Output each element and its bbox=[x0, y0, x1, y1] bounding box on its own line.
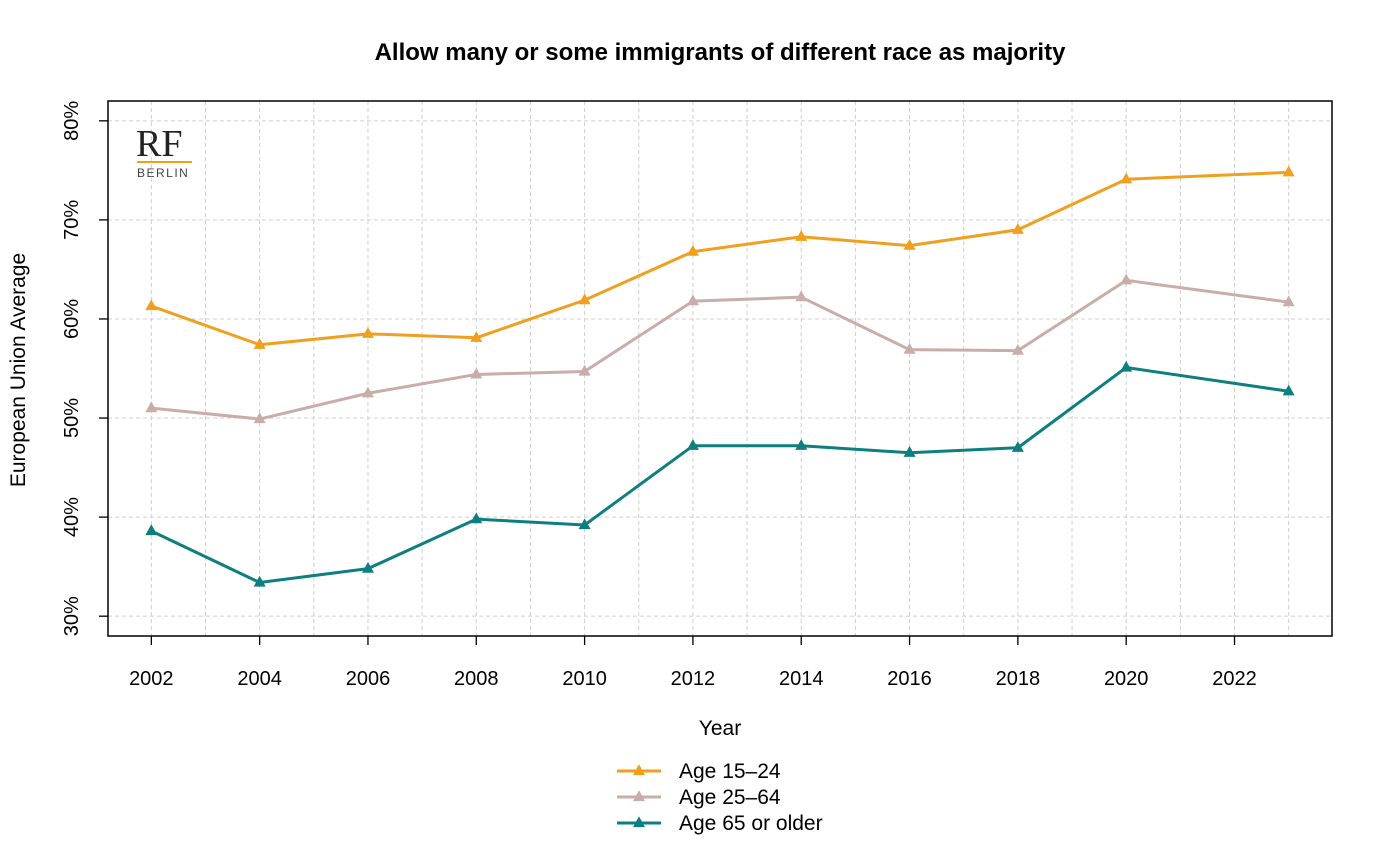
data-point bbox=[1011, 441, 1024, 452]
data-point bbox=[145, 299, 158, 311]
data-point bbox=[145, 401, 158, 413]
data-point bbox=[686, 294, 699, 306]
data-point bbox=[1011, 223, 1024, 234]
data-point bbox=[361, 561, 374, 573]
y-axis: 30% 40% 50% 60% 70% 80% bbox=[61, 101, 108, 636]
data-point bbox=[361, 327, 374, 338]
data-point bbox=[1120, 172, 1133, 184]
data-point bbox=[795, 439, 808, 450]
x-tick-label: 2020 bbox=[1104, 668, 1149, 690]
data-point bbox=[145, 524, 158, 536]
x-tick-label: 2014 bbox=[779, 668, 824, 690]
x-tick-label: 2018 bbox=[996, 668, 1041, 690]
data-point bbox=[578, 364, 591, 376]
legend-label: Age 25–64 bbox=[679, 786, 781, 809]
legend-swatch-marker bbox=[633, 790, 645, 802]
y-tick-label: 30% bbox=[61, 596, 83, 636]
x-tick-label: 2010 bbox=[562, 668, 607, 690]
y-tick-label: 60% bbox=[61, 299, 83, 339]
data-point bbox=[795, 230, 808, 241]
data-point bbox=[253, 575, 266, 587]
data-point bbox=[470, 331, 483, 342]
data-point bbox=[578, 293, 591, 305]
data-point bbox=[1120, 360, 1133, 372]
data-point bbox=[903, 238, 916, 250]
x-axis-label: Year bbox=[699, 717, 741, 740]
series-layer bbox=[145, 165, 1295, 587]
legend-label: Age 15–24 bbox=[679, 760, 781, 783]
y-tick-label: 80% bbox=[61, 101, 83, 141]
data-point bbox=[1011, 343, 1024, 355]
data-point bbox=[1282, 295, 1295, 307]
x-tick-label: 2012 bbox=[671, 668, 716, 690]
rf-berlin-logo: RF BERLIN bbox=[136, 123, 192, 180]
data-point bbox=[253, 412, 266, 424]
data-point bbox=[253, 338, 266, 349]
legend-swatch-marker bbox=[633, 816, 645, 828]
x-tick-label: 2006 bbox=[346, 668, 391, 690]
legend-label: Age 65 or older bbox=[679, 812, 823, 835]
logo-subtext: BERLIN bbox=[137, 166, 189, 180]
y-axis-label: European Union Average bbox=[7, 253, 30, 487]
data-point bbox=[361, 386, 374, 398]
x-tick-label: 2004 bbox=[237, 668, 282, 690]
legend-swatch-marker bbox=[633, 764, 645, 776]
data-point bbox=[1282, 165, 1295, 177]
data-point bbox=[1282, 384, 1295, 396]
y-tick-label: 70% bbox=[61, 200, 83, 240]
grid bbox=[108, 101, 1332, 636]
x-tick-label: 2022 bbox=[1212, 668, 1257, 690]
data-point bbox=[1120, 273, 1133, 285]
y-tick-label: 50% bbox=[61, 398, 83, 438]
logo-text: RF bbox=[136, 123, 182, 165]
data-point bbox=[686, 439, 699, 450]
data-point bbox=[903, 342, 916, 354]
x-tick-label: 2002 bbox=[129, 668, 174, 690]
x-tick-label: 2008 bbox=[454, 668, 499, 690]
data-point bbox=[686, 244, 699, 256]
data-point bbox=[470, 512, 483, 524]
plot-frame bbox=[107, 100, 1333, 637]
series-line-1 bbox=[151, 278, 1289, 421]
legend: Age 15–24 Age 25–64 Age 65 or older bbox=[617, 760, 823, 835]
data-point bbox=[578, 518, 591, 530]
x-axis: 2002 2004 2006 2008 2010 2012 2014 2016 2018 2020… bbox=[129, 636, 1257, 690]
series-line-2 bbox=[150, 366, 1289, 584]
data-point bbox=[795, 290, 808, 302]
y-tick-label: 40% bbox=[61, 497, 83, 537]
data-point bbox=[903, 446, 916, 457]
data-point bbox=[470, 367, 483, 379]
chart-title: Allow many or some immigrants of differe… bbox=[375, 39, 1067, 66]
x-tick-label: 2016 bbox=[887, 668, 932, 690]
